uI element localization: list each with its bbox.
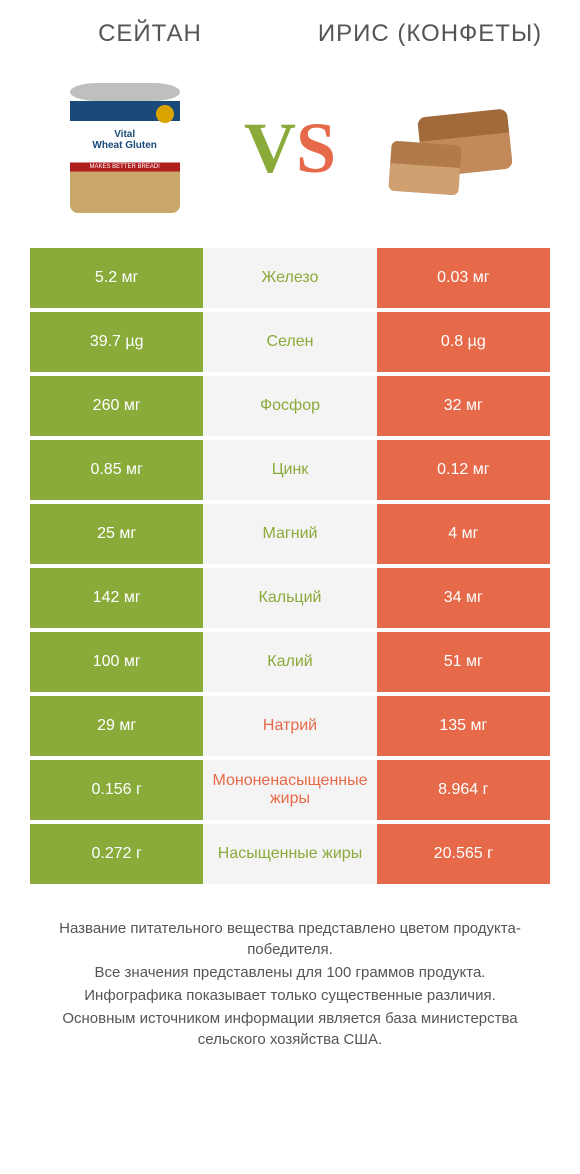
footer-line: Инфографика показывает только существенн… <box>30 985 550 1006</box>
cell-left-value: 0.85 мг <box>30 440 203 500</box>
cell-left-value: 25 мг <box>30 504 203 564</box>
cell-nutrient-label: Железо <box>203 248 376 308</box>
table-row: 0.272 гНасыщенные жиры20.565 г <box>30 824 550 884</box>
table-row: 25 мгМагний4 мг <box>30 504 550 564</box>
table-row: 39.7 µgСелен0.8 µg <box>30 312 550 372</box>
cell-right-value: 4 мг <box>377 504 550 564</box>
product-right-image <box>385 78 525 218</box>
cell-right-value: 0.12 мг <box>377 440 550 500</box>
cell-right-value: 51 мг <box>377 632 550 692</box>
nutrient-table: 5.2 мгЖелезо0.03 мг39.7 µgСелен0.8 µg260… <box>0 248 580 888</box>
cell-right-value: 0.03 мг <box>377 248 550 308</box>
cell-left-value: 0.156 г <box>30 760 203 820</box>
cell-nutrient-label: Калий <box>203 632 376 692</box>
table-row: 0.85 мгЦинк0.12 мг <box>30 440 550 500</box>
table-row: 5.2 мгЖелезо0.03 мг <box>30 248 550 308</box>
table-row: 260 мгФосфор32 мг <box>30 376 550 436</box>
table-row: 29 мгНатрий135 мг <box>30 696 550 756</box>
table-row: 142 мгКальций34 мг <box>30 568 550 628</box>
cell-nutrient-label: Магний <box>203 504 376 564</box>
vs-label: VS <box>244 107 336 190</box>
cell-nutrient-label: Натрий <box>203 696 376 756</box>
cell-nutrient-label: Селен <box>203 312 376 372</box>
cell-left-value: 29 мг <box>30 696 203 756</box>
cell-right-value: 8.964 г <box>377 760 550 820</box>
cell-right-value: 135 мг <box>377 696 550 756</box>
cell-nutrient-label: Цинк <box>203 440 376 500</box>
cell-left-value: 260 мг <box>30 376 203 436</box>
product-right-title: ИРИС (КОНФЕТЫ) <box>290 20 570 48</box>
cell-right-value: 20.565 г <box>377 824 550 884</box>
toffee-icon <box>390 103 520 193</box>
seitan-can-icon: Vital Wheat Gluten MAKES BETTER BREAD! <box>70 83 180 213</box>
cell-nutrient-label: Мононенасыщенные жиры <box>203 760 376 820</box>
vs-s: S <box>296 108 336 188</box>
cell-left-value: 100 мг <box>30 632 203 692</box>
footer-line: Основным источником информации является … <box>30 1008 550 1050</box>
cell-right-value: 0.8 µg <box>377 312 550 372</box>
cell-left-value: 39.7 µg <box>30 312 203 372</box>
cell-left-value: 5.2 мг <box>30 248 203 308</box>
table-row: 100 мгКалий51 мг <box>30 632 550 692</box>
cell-nutrient-label: Насыщенные жиры <box>203 824 376 884</box>
cell-nutrient-label: Кальций <box>203 568 376 628</box>
cell-right-value: 34 мг <box>377 568 550 628</box>
product-left-image: Vital Wheat Gluten MAKES BETTER BREAD! <box>55 78 195 218</box>
footer-line: Название питательного вещества представл… <box>30 918 550 960</box>
product-left-title: СЕЙТАН <box>10 20 290 48</box>
footer-notes: Название питательного вещества представл… <box>0 888 580 1072</box>
compare-row: Vital Wheat Gluten MAKES BETTER BREAD! V… <box>0 58 580 248</box>
footer-line: Все значения представлены для 100 граммо… <box>30 962 550 983</box>
cell-right-value: 32 мг <box>377 376 550 436</box>
cell-nutrient-label: Фосфор <box>203 376 376 436</box>
table-row: 0.156 гМононенасыщенные жиры8.964 г <box>30 760 550 820</box>
header: СЕЙТАН ИРИС (КОНФЕТЫ) <box>0 0 580 58</box>
vs-v: V <box>244 108 296 188</box>
cell-left-value: 142 мг <box>30 568 203 628</box>
cell-left-value: 0.272 г <box>30 824 203 884</box>
